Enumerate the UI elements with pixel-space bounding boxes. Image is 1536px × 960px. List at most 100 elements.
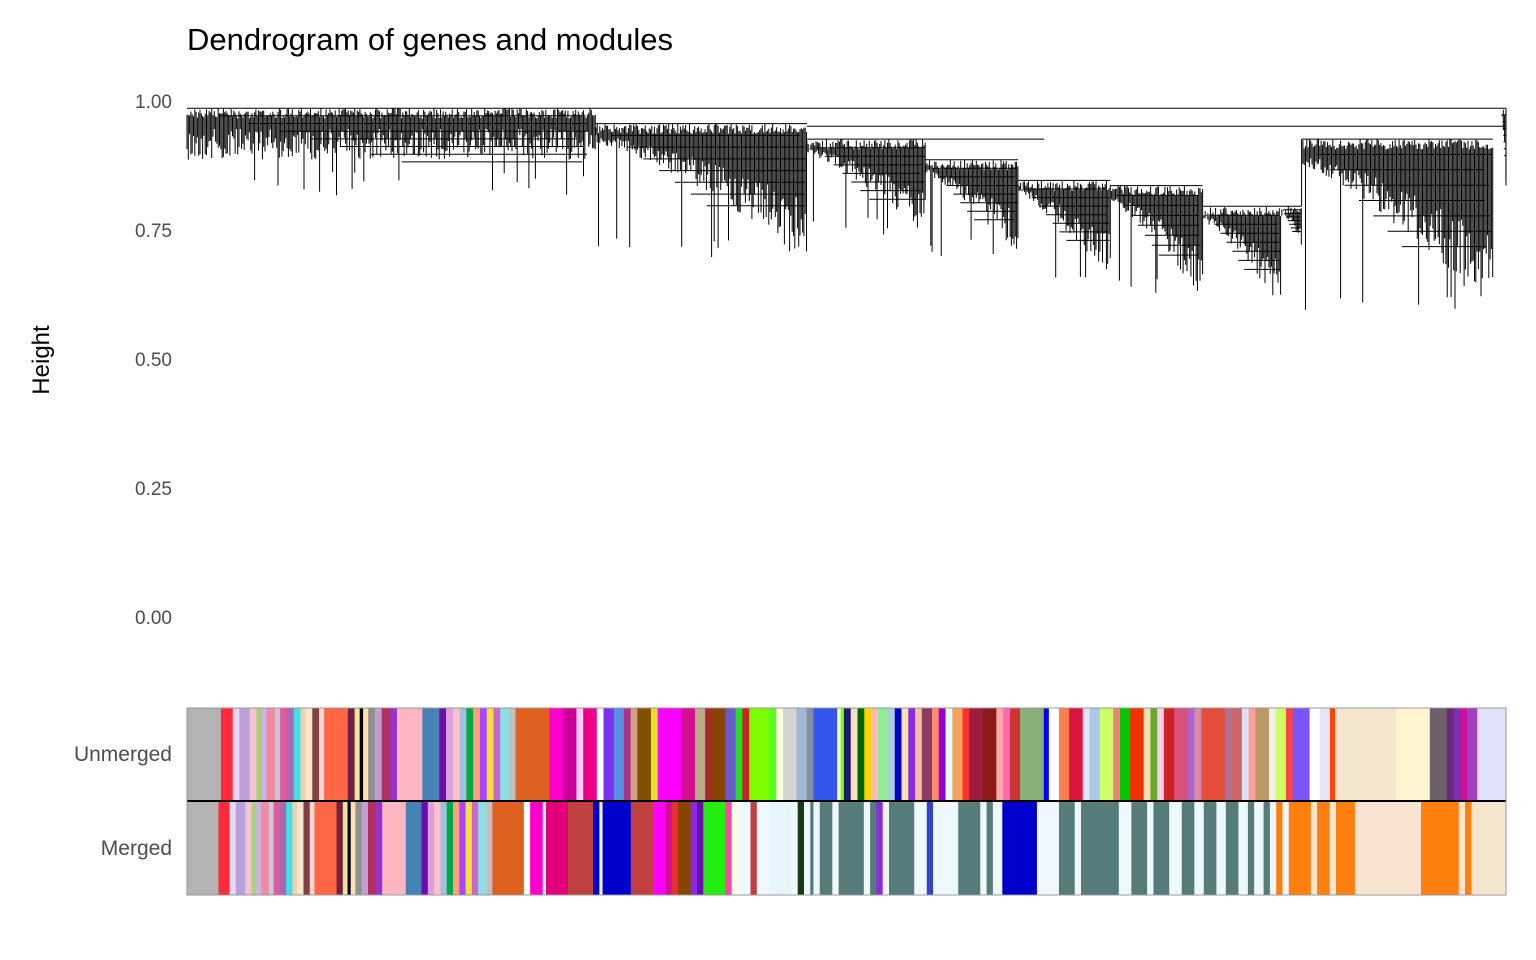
module-color-segment [354,708,361,801]
module-color-segment [1130,708,1145,801]
module-color-segment [1292,708,1310,801]
module-color-segment [596,708,604,801]
module-color-segment [1099,708,1114,801]
module-color-segment [567,802,594,895]
module-color-segment [471,802,479,895]
module-color-segment [1003,708,1011,801]
module-color-segment [530,802,544,895]
module-color-segment [1074,802,1082,895]
module-color-segment [229,802,237,895]
module-color-segment [1329,802,1337,895]
module-color-segment [665,802,673,895]
module-color-segment [1036,802,1060,895]
module-color-segment [1477,708,1507,801]
module-color-segment [286,708,295,801]
module-color-segment [1453,708,1461,801]
module-color-segment [1319,708,1331,801]
module-color-segment [260,802,270,895]
module-color-segment [1241,708,1250,801]
module-color-segment [319,708,325,801]
module-color-segment [756,802,770,895]
module-color-segment [1174,708,1189,801]
module-color-segment [382,802,407,895]
module-color-segment [876,802,884,895]
module-color-segment [1169,802,1183,895]
module-color-segment [251,802,257,895]
module-color-segment [882,802,890,895]
module-color-segment [877,708,889,801]
module-color-segment [623,708,632,801]
module-color-segment [696,802,704,895]
module-color-segment [297,802,304,895]
module-color-segment [837,708,841,801]
module-color-segment [1458,802,1466,895]
module-color-segment [249,708,257,801]
module-color-segment [368,708,376,801]
module-color-segment [832,802,840,895]
module-color-segment [933,802,959,895]
module-color-segment [914,802,928,895]
color-row-label-merged: Merged [100,836,172,860]
module-color-segment [1467,708,1478,801]
module-color-segment [1187,708,1195,801]
module-color-segment [1048,708,1060,801]
module-color-segment [938,708,946,801]
module-color-segment [473,708,481,801]
module-color-segment [1446,708,1454,801]
module-color-segment [1163,708,1175,801]
module-color-segment [314,802,337,895]
module-color-segment [459,708,467,801]
module-color-segment [776,708,784,801]
module-color-segment [711,708,726,801]
module-color-segment [1231,708,1243,801]
module-color-segment [1465,802,1472,895]
module-color-segment [810,802,814,895]
module-color-segment [1081,802,1120,895]
module-color-segment [1354,802,1422,895]
module-color-segment [1329,708,1336,801]
module-color-segment [452,708,460,801]
module-color-segment [813,802,821,895]
module-color-segment [725,802,732,895]
module-color-segment [958,802,981,895]
module-color-segment [1334,708,1346,801]
module-color-segment [969,708,984,801]
module-color-segment [300,708,306,801]
module-color-segment [500,708,510,801]
module-color-segment [350,802,356,895]
module-color-segment [220,708,234,801]
module-color-segment [1118,802,1132,895]
module-color-segment [850,708,858,801]
module-color-segment [1224,708,1233,801]
module-color-segment [508,708,516,801]
module-color-segment [630,708,638,801]
module-color-segment [1429,708,1448,801]
module-color-segment [453,802,460,895]
module-color-segment [952,708,963,801]
module-color-segment [637,708,652,801]
module-color-segment [434,802,441,895]
module-color-segment [769,708,777,801]
module-color-segment [368,802,377,895]
module-color-segment [652,802,666,895]
y-tick-label: 0.25 [135,479,172,500]
module-color-segment [599,802,603,895]
module-color-segment [871,708,879,801]
module-color-segment [690,802,698,895]
module-color-segment [486,708,494,801]
y-tick-label: 0.00 [135,608,172,629]
color-rows-border [186,707,1507,896]
module-color-segment [932,708,940,801]
module-color-segment [843,708,852,801]
module-color-segment [446,802,454,895]
module-color-segment [1181,802,1195,895]
module-color-segment [870,802,877,895]
module-color-segment [279,802,287,895]
module-color-segment [292,802,298,895]
module-color-segment [982,708,997,801]
module-color-segment [1345,708,1397,801]
module-color-segment [486,802,493,895]
module-color-segment [261,708,267,801]
module-color-segment [783,708,797,801]
